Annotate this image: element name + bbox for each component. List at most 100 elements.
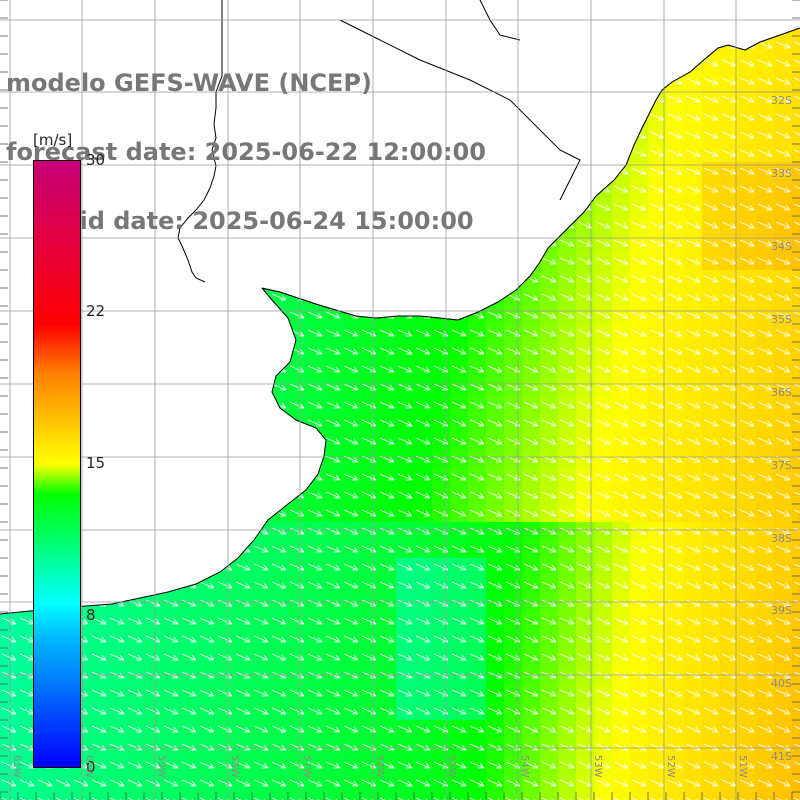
wind-arrow bbox=[739, 473, 755, 481]
wind-arrow bbox=[685, 149, 701, 157]
wind-arrow bbox=[541, 581, 557, 589]
wind-arrow bbox=[469, 383, 485, 391]
wind-arrow bbox=[721, 275, 737, 283]
wind-arrow bbox=[415, 545, 431, 553]
lat-label-37s: 37S bbox=[771, 459, 792, 472]
wind-arrow bbox=[451, 329, 467, 337]
wind-arrow bbox=[649, 491, 665, 499]
wind-arrow bbox=[325, 437, 341, 445]
wind-arrow bbox=[379, 401, 395, 409]
colorbar-tick-30: 30 bbox=[86, 151, 106, 169]
wind-arrow bbox=[595, 311, 611, 319]
wind-arrow bbox=[487, 491, 503, 499]
wind-arrow bbox=[721, 149, 737, 157]
wind-arrow bbox=[721, 491, 737, 499]
wind-arrow bbox=[793, 545, 800, 550]
speed-cell bbox=[396, 792, 415, 800]
wind-arrow bbox=[415, 581, 431, 589]
speed-cell bbox=[792, 738, 800, 757]
wind-arrow bbox=[451, 581, 467, 589]
wind-arrow bbox=[667, 383, 683, 391]
wind-arrow bbox=[397, 473, 413, 481]
wind-arrow bbox=[775, 509, 791, 517]
wind-arrow bbox=[343, 491, 359, 499]
wind-arrow bbox=[397, 419, 413, 427]
wind-arrow bbox=[397, 581, 413, 589]
wind-arrow bbox=[379, 509, 395, 517]
wind-arrow bbox=[739, 365, 755, 373]
wind-arrow bbox=[793, 167, 800, 172]
wind-arrow bbox=[397, 563, 413, 571]
speed-cell bbox=[792, 306, 800, 325]
wind-arrow bbox=[631, 563, 647, 571]
wind-arrow bbox=[739, 149, 755, 157]
wind-arrow bbox=[397, 401, 413, 409]
wind-arrow bbox=[343, 329, 359, 337]
speed-cell bbox=[702, 792, 721, 800]
wind-arrow bbox=[775, 221, 791, 229]
wind-arrow bbox=[649, 203, 665, 211]
wind-arrow bbox=[649, 311, 665, 319]
wind-arrow bbox=[739, 221, 755, 229]
wind-arrow bbox=[415, 419, 431, 427]
wind-arrow bbox=[739, 257, 755, 265]
wind-arrow bbox=[343, 509, 359, 517]
wind-arrow bbox=[685, 437, 701, 445]
wind-arrow bbox=[613, 365, 629, 373]
wind-arrow bbox=[487, 401, 503, 409]
speed-cell bbox=[684, 792, 703, 800]
wind-arrow bbox=[523, 401, 539, 409]
wind-arrow bbox=[757, 491, 773, 499]
wind-arrow bbox=[793, 203, 800, 208]
lat-label-34s: 34S bbox=[771, 240, 792, 253]
wind-arrow bbox=[595, 293, 611, 301]
wind-arrow bbox=[649, 221, 665, 229]
wind-arrow bbox=[685, 293, 701, 301]
wind-arrow bbox=[613, 545, 629, 553]
wind-arrow bbox=[631, 311, 647, 319]
wind-arrow bbox=[739, 329, 755, 337]
wind-arrow bbox=[703, 473, 719, 481]
wind-arrow bbox=[307, 419, 323, 427]
wind-arrow bbox=[469, 437, 485, 445]
wind-arrow bbox=[469, 491, 485, 499]
wind-arrow bbox=[649, 509, 665, 517]
wind-arrow bbox=[343, 581, 359, 589]
wind-arrow bbox=[703, 167, 719, 175]
wind-arrow bbox=[415, 401, 431, 409]
wind-arrow bbox=[649, 473, 665, 481]
wind-arrow bbox=[739, 239, 755, 247]
wind-arrow bbox=[487, 581, 503, 589]
wind-arrow bbox=[487, 329, 503, 337]
wind-arrow bbox=[793, 41, 800, 46]
wind-arrow bbox=[379, 347, 395, 355]
wind-arrow bbox=[523, 293, 539, 301]
wind-arrow bbox=[703, 383, 719, 391]
wind-arrow bbox=[415, 329, 431, 337]
wind-arrow bbox=[631, 149, 647, 157]
wind-arrow bbox=[721, 581, 737, 589]
wind-arrow bbox=[271, 563, 287, 571]
wind-arrow bbox=[415, 437, 431, 445]
wind-arrow bbox=[307, 329, 323, 337]
colorbar-tick-15: 15 bbox=[86, 454, 106, 472]
wind-arrow bbox=[289, 545, 305, 553]
wind-arrow bbox=[649, 365, 665, 373]
lon-label-57w: 57W bbox=[301, 755, 312, 778]
wind-arrow bbox=[703, 293, 719, 301]
wind-arrow bbox=[775, 383, 791, 391]
wind-arrow bbox=[739, 293, 755, 301]
wind-arrow bbox=[721, 59, 737, 67]
wind-arrow bbox=[667, 149, 683, 157]
wind-arrow bbox=[379, 329, 395, 337]
wind-arrow bbox=[703, 509, 719, 517]
wind-arrow bbox=[397, 383, 413, 391]
wind-arrow bbox=[541, 545, 557, 553]
wind-arrow bbox=[793, 131, 800, 136]
wind-arrow bbox=[397, 545, 413, 553]
wind-arrow bbox=[775, 203, 791, 211]
wind-arrow bbox=[253, 563, 269, 571]
wind-arrow bbox=[325, 581, 341, 589]
wind-arrow bbox=[775, 401, 791, 409]
